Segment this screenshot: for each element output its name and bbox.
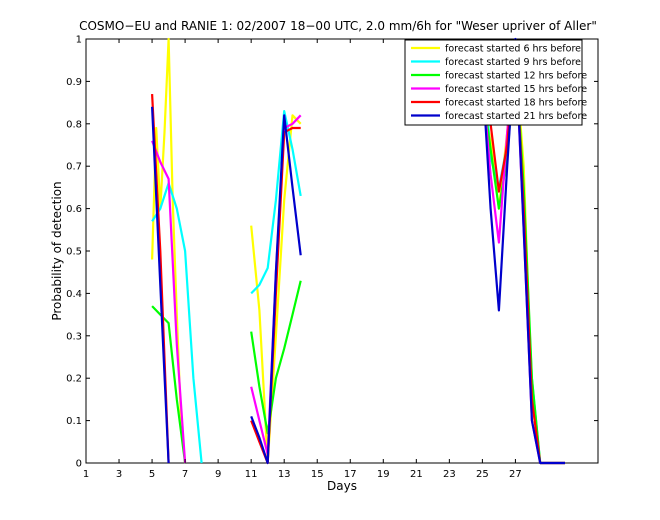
series-1-line-1	[250, 109, 302, 295]
x-axis-label: Days	[327, 479, 357, 493]
x-tick-label: 27	[509, 469, 522, 480]
x-tick-label: 17	[344, 469, 357, 480]
legend-label: forecast started 12 hrs before	[445, 71, 587, 82]
y-tick-label: 0.9	[66, 77, 82, 88]
x-tick-label: 1	[83, 469, 89, 480]
x-tick-label: 11	[245, 469, 258, 480]
y-tick-label: 0.7	[66, 162, 82, 173]
legend-box	[404, 39, 583, 126]
series-5-line-2	[481, 37, 565, 465]
y-tick-label: 0	[76, 459, 82, 470]
x-tick-label: 5	[149, 469, 155, 480]
series-0-line-1	[250, 114, 302, 465]
y-axis: 0 0.1 0.2 0.3 0.4 0.5 0.6 0.7 0.8 0.9 1	[66, 35, 598, 470]
legend: forecast started 6 hrs before forecast st…	[404, 39, 587, 126]
series-2-line-1	[250, 280, 302, 435]
y-tick-label: 0.8	[66, 119, 82, 130]
x-tick-label: 13	[278, 469, 291, 480]
y-tick-label: 0.5	[66, 247, 82, 258]
legend-label: forecast started 18 hrs before	[445, 98, 587, 109]
y-tick-label: 0.2	[66, 374, 82, 385]
chart-title: COSMO−EU and RANIE 1: 02/2007 18−00 UTC,…	[79, 19, 597, 33]
x-tick-label: 23	[443, 469, 456, 480]
series-3-line-0	[151, 140, 187, 464]
y-tick-label: 1	[76, 35, 82, 46]
legend-label: forecast started 15 hrs before	[445, 84, 587, 95]
series-5-line-0	[151, 106, 170, 464]
x-tick-label: 7	[182, 469, 188, 480]
x-tick-label: 21	[410, 469, 423, 480]
y-tick-label: 0.1	[66, 416, 82, 427]
x-tick-label: 19	[377, 469, 390, 480]
series-5-line-1	[250, 114, 302, 465]
x-tick-label: 15	[311, 469, 324, 480]
y-tick-label: 0.6	[66, 204, 82, 215]
y-tick-label: 0.4	[66, 289, 82, 300]
x-axis: 1 3 5 7 9 11 13 15 17 19 21 23 25 27	[83, 39, 522, 480]
x-tick-label: 3	[116, 469, 122, 480]
y-tick-label: 0.3	[66, 331, 82, 342]
legend-label: forecast started 21 hrs before	[445, 111, 587, 122]
y-axis-label: Probability of detection	[50, 181, 64, 320]
x-tick-label: 25	[476, 469, 489, 480]
series-2-line-0	[151, 305, 187, 464]
legend-label: forecast started 9 hrs before	[445, 57, 581, 68]
x-tick-label: 9	[215, 469, 221, 480]
legend-label: forecast started 6 hrs before	[445, 44, 581, 55]
series-1-line-0	[151, 182, 203, 464]
